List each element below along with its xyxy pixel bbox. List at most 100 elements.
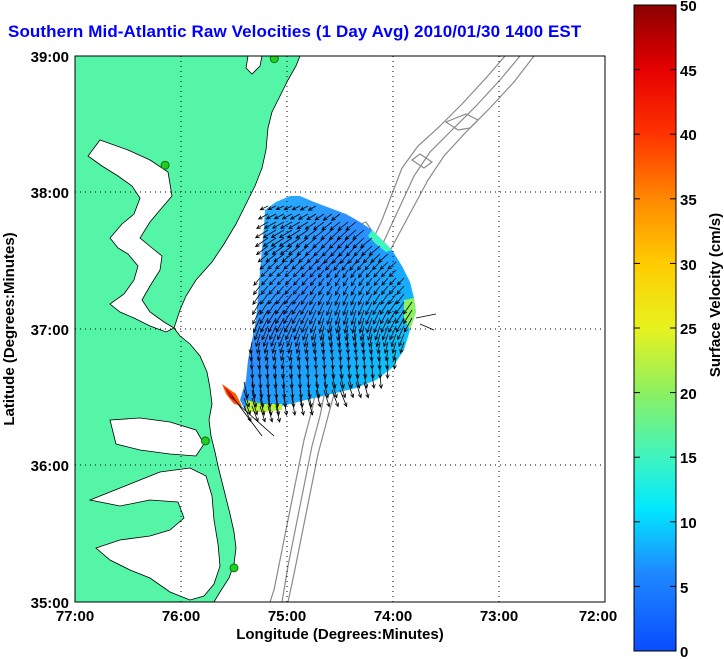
velocity-vector [331, 389, 339, 408]
velocity-vector [301, 285, 309, 296]
velocity-vector [350, 285, 357, 296]
velocity-vector [256, 341, 261, 355]
y-tick-label: 37:00 [31, 322, 69, 339]
velocity-vector [284, 317, 293, 333]
velocity-vector [261, 325, 269, 341]
velocity-vector [385, 365, 390, 380]
velocity-vector [373, 277, 381, 287]
velocity-vector [275, 205, 285, 211]
velocity-vector [333, 261, 341, 272]
velocity-vector [292, 293, 301, 305]
velocity-vector [372, 293, 381, 306]
velocity-vector [288, 221, 301, 230]
velocity-vector [315, 389, 322, 408]
velocity-vector [271, 245, 285, 255]
velocity-vector [260, 269, 269, 278]
velocity-vector [318, 277, 325, 287]
velocity-vector [313, 349, 318, 362]
velocity-vector [318, 317, 325, 334]
velocity-vector [278, 229, 293, 239]
velocity-vector [381, 325, 389, 341]
velocity-vector [302, 325, 309, 341]
velocity-vector [255, 245, 269, 256]
colorbar-tick-label: 5 [680, 580, 688, 597]
velocity-vector [377, 357, 382, 370]
velocity-vector [305, 357, 310, 370]
velocity-vector [326, 269, 333, 279]
velocity-vector [263, 221, 277, 229]
velocity-vector [351, 317, 357, 334]
grid-lines [75, 56, 605, 602]
velocity-vector [304, 245, 317, 256]
velocity-vector [319, 325, 325, 342]
velocity-vector [268, 277, 277, 286]
velocity-vector [262, 237, 277, 247]
velocity-vector [284, 269, 293, 278]
velocity-vector [291, 205, 301, 211]
velocity-vector [311, 333, 317, 348]
velocity-vector [309, 301, 317, 316]
velocity-vector [337, 221, 349, 231]
velocity-vector [361, 341, 366, 355]
velocity-vector [328, 229, 341, 241]
velocity-vector [330, 213, 341, 221]
velocity-vector [274, 301, 285, 315]
velocity-vector [307, 205, 317, 211]
y-tick-label: 39:00 [31, 49, 69, 66]
velocity-vector [270, 229, 285, 238]
velocity-vector [292, 317, 301, 334]
velocity-vector [265, 213, 277, 220]
velocity-vector [253, 317, 261, 334]
velocity-vector [259, 261, 269, 270]
velocity-vector [318, 285, 325, 296]
velocity-vector [301, 269, 309, 278]
velocity-vector [359, 325, 365, 342]
velocity-vector [275, 317, 285, 333]
velocity-vector [387, 261, 397, 270]
velocity-vector [350, 309, 357, 326]
velocity-vector [252, 285, 261, 296]
velocity-vector [254, 237, 269, 248]
velocity-vector [304, 341, 309, 355]
velocity-vector [390, 333, 397, 348]
velocity-vector [321, 221, 333, 231]
x-axis-label: Longitude (Degrees:Minutes) [236, 626, 444, 643]
velocity-vector [334, 309, 341, 326]
velocity-vector [299, 397, 305, 416]
velocity-vector [380, 269, 389, 278]
velocity-vector [378, 373, 383, 390]
velocity-vector [284, 277, 293, 286]
velocity-vector [307, 381, 312, 399]
velocity-vector [312, 237, 325, 249]
velocity-vector [395, 301, 405, 315]
velocity-vector [288, 349, 293, 362]
velocity-vector [375, 333, 381, 348]
velocity-vector [286, 229, 301, 239]
velocity-vector [380, 317, 389, 334]
velocity-vector [300, 309, 309, 325]
velocity-vector [317, 301, 325, 316]
velocity-vector [341, 261, 349, 272]
velocity-vector [262, 333, 269, 348]
velocity-vector [263, 245, 277, 255]
velocity-vector [334, 285, 341, 296]
y-axis-label: Latitude (Degrees:Minutes) [1, 232, 18, 425]
velocity-vector [295, 229, 309, 239]
velocity-vector [387, 293, 397, 305]
velocity-vector [309, 293, 317, 306]
colorbar-tick-label: 10 [680, 515, 697, 532]
velocity-vector [326, 285, 333, 296]
velocity-vector [309, 285, 317, 296]
x-tick-label: 74:00 [374, 608, 412, 625]
velocity-vector [281, 373, 286, 390]
velocity-vector [314, 213, 325, 221]
colorbar-tick-label: 45 [680, 63, 697, 80]
velocity-vector [347, 381, 355, 399]
velocity-vector [275, 405, 281, 423]
colorbar-gradient [633, 4, 677, 652]
pamlico-sound [88, 467, 221, 601]
velocity-vector [339, 253, 349, 265]
velocity-vector [295, 341, 301, 355]
velocity-vector [349, 261, 357, 271]
velocity-vector [283, 205, 293, 211]
